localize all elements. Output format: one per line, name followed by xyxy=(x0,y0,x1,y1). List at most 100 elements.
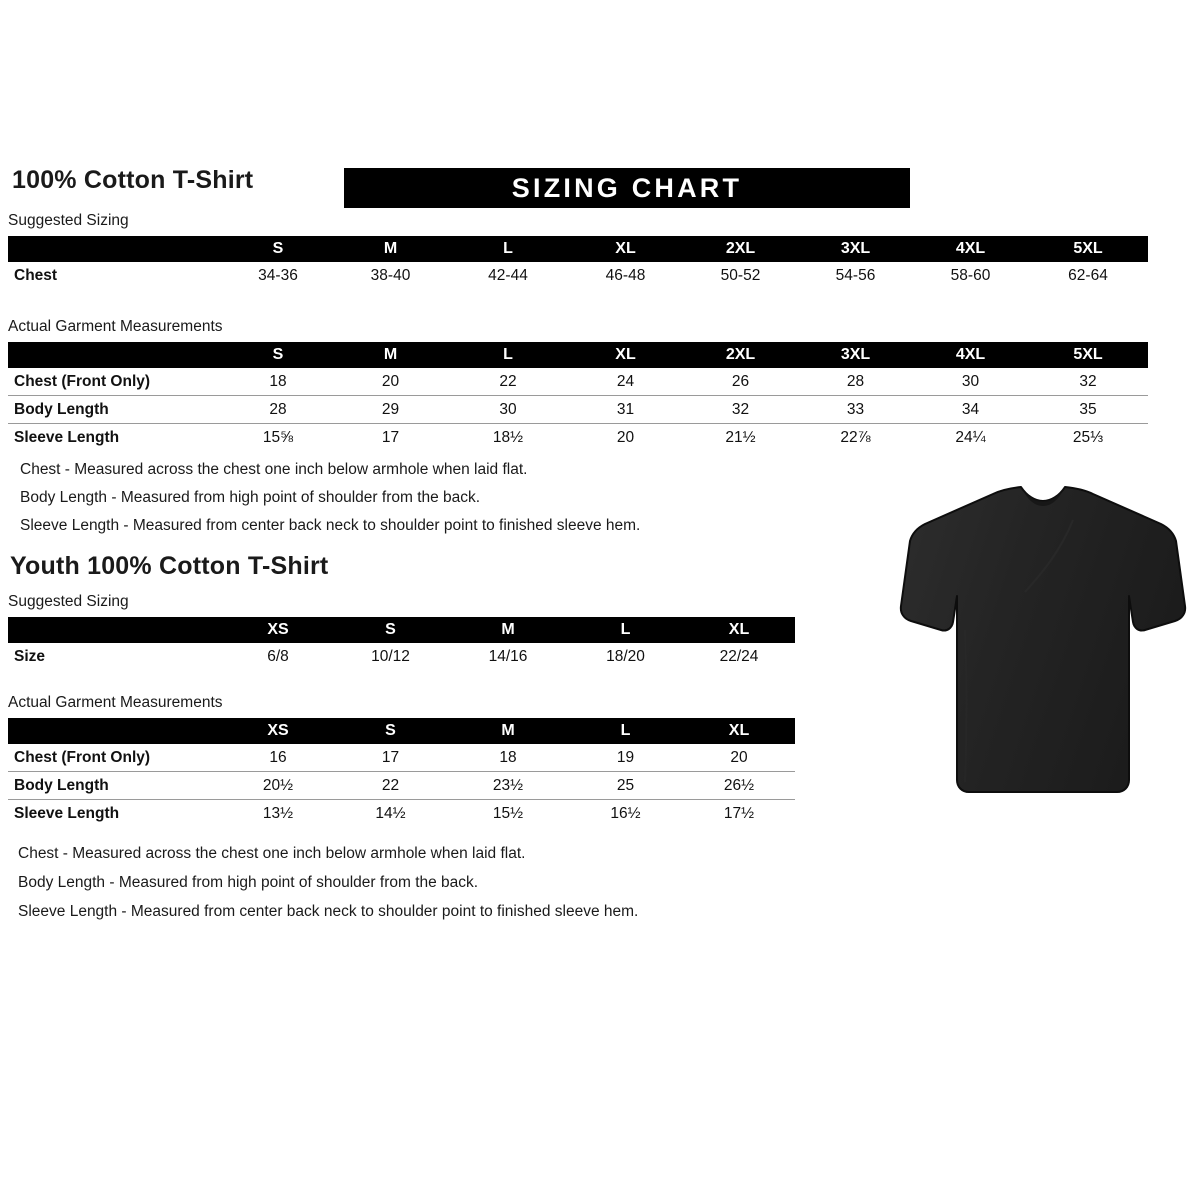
cell: 22 xyxy=(333,771,448,800)
cell: 35 xyxy=(1028,395,1148,424)
col-header: XL xyxy=(615,346,636,363)
col-header: XS xyxy=(267,722,289,739)
col-header: L xyxy=(620,621,631,638)
col-header: 5XL xyxy=(1073,240,1103,257)
row-label: Body Length xyxy=(8,771,223,800)
cell: 24 xyxy=(616,373,635,390)
cell: 18 xyxy=(269,373,287,390)
cell: 25 xyxy=(568,771,683,800)
cell: 15⅝ xyxy=(223,423,333,451)
cell: 18 xyxy=(499,749,517,766)
row-label: Chest (Front Only) xyxy=(14,373,151,390)
corner-cell xyxy=(8,236,223,262)
cell: 20 xyxy=(730,749,748,766)
col-header: XL xyxy=(728,621,750,638)
youth-actual-caption: Actual Garment Measurements xyxy=(8,694,223,711)
cell: 6/8 xyxy=(267,648,289,665)
cell: 30 xyxy=(961,373,980,390)
youth-note-chest: Chest - Measured across the chest one in… xyxy=(18,845,526,862)
adult-note-chest: Chest - Measured across the chest one in… xyxy=(20,461,528,478)
cell: 25⅓ xyxy=(1028,423,1148,451)
row-label: Body Length xyxy=(8,395,223,424)
cell: 17 xyxy=(381,749,400,766)
cell: 23½ xyxy=(448,771,568,800)
table-row: Chest 34-36 38-40 42-44 46-48 50-52 54-5… xyxy=(8,262,1148,289)
col-header: 3XL xyxy=(840,240,871,257)
cell: 32 xyxy=(1079,373,1097,390)
cell: 54-56 xyxy=(835,267,876,284)
col-header: 4XL xyxy=(955,240,986,257)
cell: 34 xyxy=(913,395,1028,424)
col-header: M xyxy=(501,621,515,638)
cell: 22 xyxy=(499,373,517,390)
adult-actual-caption: Actual Garment Measurements xyxy=(8,318,223,335)
youth-suggested-caption: Suggested Sizing xyxy=(8,593,129,610)
col-header: XS xyxy=(267,621,289,638)
col-header: 5XL xyxy=(1073,346,1103,363)
cell: 62-64 xyxy=(1068,267,1108,284)
col-header: S xyxy=(385,722,396,739)
corner-cell xyxy=(8,342,223,368)
youth-note-body-length: Body Length - Measured from high point o… xyxy=(18,874,479,891)
cell: 20 xyxy=(381,373,400,390)
cell: 28 xyxy=(223,395,333,424)
corner-cell xyxy=(8,617,223,643)
table-row: Sleeve Length 13½ 14½ 15½ 16½ 17½ xyxy=(8,799,795,827)
youth-section-title: Youth 100% Cotton T-Shirt xyxy=(10,552,329,580)
cell: 50-52 xyxy=(720,267,761,284)
cell: 17½ xyxy=(683,799,795,827)
sizing-chart-banner-text: SIZING CHART xyxy=(511,172,743,203)
row-label: Size xyxy=(14,648,46,665)
cell: 17 xyxy=(333,423,448,451)
cell: 26½ xyxy=(683,771,795,800)
col-header: S xyxy=(272,240,284,257)
youth-note-sleeve-length: Sleeve Length - Measured from center bac… xyxy=(18,903,639,920)
col-header: L xyxy=(620,722,631,739)
cell: 16 xyxy=(269,749,287,766)
col-header: M xyxy=(501,722,515,739)
cell: 14/16 xyxy=(488,648,528,665)
corner-cell xyxy=(8,718,223,744)
adult-suggested-caption: Suggested Sizing xyxy=(8,212,129,229)
cell: 28 xyxy=(846,373,865,390)
cell: 10/12 xyxy=(371,648,410,665)
cell: 42-44 xyxy=(488,267,528,284)
col-header: L xyxy=(503,240,513,257)
cell: 58-60 xyxy=(950,267,991,284)
cell: 19 xyxy=(616,749,635,766)
col-header: L xyxy=(503,346,513,363)
adult-actual-table: S M L XL 2XL 3XL 4XL 5XL Chest (Front On… xyxy=(8,342,1148,451)
col-header: 3XL xyxy=(840,346,871,363)
youth-suggested-table: XS S M L XL Size 6/8 10/12 14/16 18/20 2… xyxy=(8,617,795,670)
t-shirt-illustration xyxy=(893,480,1193,802)
adult-note-sleeve-length: Sleeve Length - Measured from center bac… xyxy=(20,517,641,534)
cell: 30 xyxy=(448,395,568,424)
table-row: Chest (Front Only) 18 20 22 24 26 28 30 … xyxy=(8,368,1148,396)
table-row: Body Length 20½ 22 23½ 25 26½ xyxy=(8,771,795,800)
col-header: XL xyxy=(728,722,750,739)
table-header-row: XS S M L XL xyxy=(8,718,795,744)
cell: 29 xyxy=(333,395,448,424)
t-shirt-icon xyxy=(899,486,1187,793)
adult-note-body-length: Body Length - Measured from high point o… xyxy=(20,489,481,506)
cell: 14½ xyxy=(333,799,448,827)
table-header-row: XS S M L XL xyxy=(8,617,795,643)
col-header: 4XL xyxy=(955,346,986,363)
table-row: Body Length 28 29 30 31 32 33 34 35 xyxy=(8,395,1148,424)
cell: 16½ xyxy=(568,799,683,827)
col-header: S xyxy=(385,621,396,638)
table-row: Size 6/8 10/12 14/16 18/20 22/24 xyxy=(8,643,795,670)
table-header-row: S M L XL 2XL 3XL 4XL 5XL xyxy=(8,236,1148,262)
row-label: Sleeve Length xyxy=(8,423,223,451)
cell: 46-48 xyxy=(605,267,646,284)
col-header: M xyxy=(383,240,398,257)
sizing-chart-banner: SIZING CHART xyxy=(344,168,910,208)
table-header-row: S M L XL 2XL 3XL 4XL 5XL xyxy=(8,342,1148,368)
cell: 31 xyxy=(568,395,683,424)
col-header: M xyxy=(383,346,398,363)
col-header: 2XL xyxy=(725,240,756,257)
row-label: Sleeve Length xyxy=(8,799,223,827)
adult-section-title: 100% Cotton T-Shirt xyxy=(12,166,254,194)
adult-header-row: 100% Cotton T-Shirt SIZING CHART xyxy=(8,166,1148,210)
